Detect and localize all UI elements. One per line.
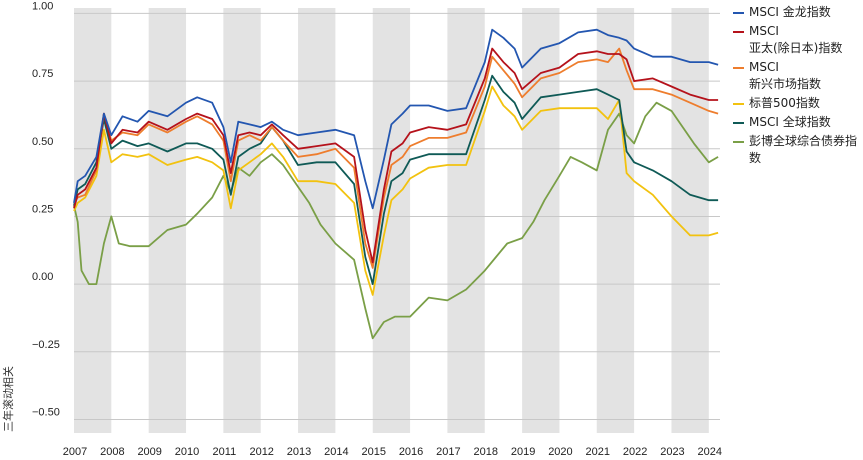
y-tick-label: 0.25	[32, 203, 53, 215]
x-tick-label: 2011	[213, 446, 237, 458]
shade-band-2013	[298, 8, 336, 433]
legend-swatch	[733, 67, 744, 69]
x-tick-label: 2007	[63, 446, 87, 458]
shade-band-2021	[596, 8, 635, 433]
x-tick-label: 2013	[287, 446, 311, 458]
series-line-4	[73, 74, 719, 285]
legend-swatch	[733, 141, 744, 143]
chart-legend: MSCI 金龙指数 MSCI 亚太(除日本)指数 MSCI 新兴市场指数标普500指数 M…	[733, 4, 861, 169]
shade-band-2019	[522, 8, 560, 433]
x-tick-label: 2009	[137, 446, 161, 458]
shade-band-2007	[74, 8, 112, 433]
x-axis-tick-labels: 2007 2008 2009 2010 2011 2012 2013 2014 2015 2016…	[63, 446, 722, 458]
shade-band-2023	[671, 8, 709, 433]
x-tick-label: 2017	[436, 446, 460, 458]
legend-label: MSCI 新兴市场指数	[749, 60, 822, 91]
series-lines	[73, 28, 719, 340]
legend-item: 彭博全球综合债券指数	[733, 133, 861, 167]
x-tick-label: 2016	[399, 446, 423, 458]
legend-swatch	[733, 12, 744, 14]
series-line-2	[73, 47, 719, 269]
y-tick-label: 0.75	[32, 68, 53, 80]
series-line-0	[73, 28, 719, 210]
legend-label: MSCI 金龙指数	[749, 5, 831, 19]
y-tick-label: 1.00	[32, 0, 53, 12]
x-tick-label: 2023	[660, 446, 684, 458]
y-axis-label: 三年滚动相关	[1, 366, 15, 432]
legend-swatch	[733, 122, 744, 124]
x-tick-label: 2018	[474, 446, 498, 458]
x-tick-label: 2024	[698, 446, 722, 458]
y-tick-label: −0.50	[32, 406, 60, 418]
shade-band-2009	[148, 8, 187, 433]
shade-band-2017	[447, 8, 485, 433]
legend-item: MSCI 金龙指数	[733, 4, 861, 21]
x-tick-label: 2021	[586, 446, 610, 458]
x-tick-label: 2008	[100, 446, 124, 458]
series-line-3	[73, 85, 719, 296]
x-tick-label: 2014	[324, 446, 348, 458]
series-line-5	[73, 101, 719, 340]
y-tick-label: −0.25	[32, 339, 60, 351]
x-tick-label: 2015	[361, 446, 385, 458]
legend-item: MSCI 新兴市场指数	[733, 59, 861, 93]
legend-item: MSCI 亚太(除日本)指数	[733, 23, 861, 57]
series-line-1	[73, 47, 719, 264]
legend-item: 标普500指数	[733, 95, 861, 112]
x-tick-label: 2012	[249, 446, 273, 458]
x-tick-label: 2019	[511, 446, 535, 458]
y-tick-label: 0.50	[32, 136, 53, 148]
x-tick-label: 2022	[623, 446, 647, 458]
legend-label: 彭博全球综合债券指数	[749, 134, 858, 165]
legend-label: MSCI 全球指数	[749, 115, 831, 129]
x-tick-label: 2020	[548, 446, 572, 458]
alternating-year-shading	[74, 8, 709, 433]
legend-label: 标普500指数	[749, 96, 820, 110]
y-tick-label: 0.00	[32, 271, 53, 283]
legend-swatch	[733, 103, 744, 105]
legend-label: MSCI 亚太(除日本)指数	[749, 24, 843, 55]
shade-band-2011	[223, 8, 261, 433]
legend-item: MSCI 全球指数	[733, 114, 861, 131]
y-axis-tick-labels: −0.50 −0.25 0.00 0.25 0.50 0.75 1.00	[32, 0, 60, 418]
x-tick-label: 2010	[175, 446, 199, 458]
horizontal-gridlines	[74, 12, 720, 420]
legend-swatch	[733, 31, 744, 33]
